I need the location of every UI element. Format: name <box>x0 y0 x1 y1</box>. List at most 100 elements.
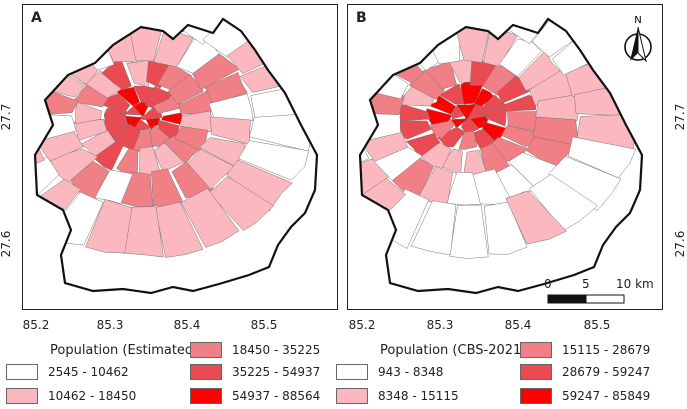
legend-item-a-1: 2545 - 10462 <box>6 364 129 380</box>
map-panel-a: A <box>22 4 338 310</box>
ward-polygon <box>508 19 563 45</box>
ward-polygon <box>75 101 102 125</box>
ward-polygon <box>518 50 565 92</box>
ward-polygon <box>35 156 60 213</box>
ward-polygon <box>85 199 133 254</box>
legend-item-a-4: 35225 - 54937 <box>190 364 320 380</box>
ward-polygon <box>407 19 452 36</box>
x-tick-a-2: 85.3 <box>96 318 124 332</box>
ward-polygon <box>360 115 362 153</box>
ward-polygon <box>93 169 133 205</box>
y-tick-a-1: 27.7 <box>0 103 13 131</box>
ward-polygon <box>392 156 434 199</box>
x-tick-b-1: 85.2 <box>348 318 376 332</box>
y-tick-b-2: 27.6 <box>673 230 687 258</box>
ward-polygon <box>474 88 496 107</box>
ward-polygon <box>116 148 139 175</box>
ward-polygon <box>208 93 254 121</box>
ward-polygon <box>529 174 599 231</box>
legend-swatch <box>190 388 222 404</box>
ward-polygon <box>360 28 386 75</box>
x-tick-b-3: 85.4 <box>504 318 532 332</box>
ward-polygon <box>360 54 371 97</box>
map-panel-b: N B 0 5 10 km <box>347 4 663 310</box>
ward-polygon <box>35 87 39 120</box>
valley-outline-a <box>33 17 319 295</box>
scale-label-10: 10 km <box>616 277 654 291</box>
ward-polygon <box>208 176 275 231</box>
legend-swatch <box>190 364 222 380</box>
ward-polygon <box>153 142 184 173</box>
legend-item-b-3: 15115 - 28679 <box>520 342 650 358</box>
legend-item-a-3: 18450 - 35225 <box>190 342 320 358</box>
legend-title-a: Population (Estimated) <box>50 343 199 358</box>
ward-polygon <box>455 103 479 120</box>
legend-swatch <box>520 388 552 404</box>
ward-polygon <box>180 188 240 248</box>
ward-polygon <box>547 155 622 212</box>
ward-polygon <box>181 19 237 45</box>
ward-polygon <box>399 85 435 107</box>
legend-item-a-2: 10462 - 18450 <box>6 388 136 404</box>
ward-polygon <box>567 136 637 179</box>
legend-item-b-5: 59247 - 85849 <box>520 388 650 404</box>
legend-swatch <box>336 388 368 404</box>
x-tick-a-3: 85.4 <box>173 318 201 332</box>
ward-polygon <box>483 201 528 255</box>
ward-polygon <box>360 83 362 120</box>
ward-polygon <box>498 38 542 77</box>
ward-polygon <box>35 52 44 94</box>
y-tick-b-1: 27.7 <box>673 103 687 131</box>
ward-polygon <box>535 94 580 122</box>
ward-polygon <box>92 137 125 171</box>
panel-label-a: A <box>31 10 42 26</box>
scale-label-0: 0 <box>544 277 552 291</box>
ward-polygon <box>458 130 478 150</box>
ward-polygon <box>405 132 441 158</box>
ward-polygon <box>484 107 507 127</box>
x-tick-a-4: 85.5 <box>250 318 278 332</box>
x-tick-a-1: 85.2 <box>22 318 50 332</box>
ward-polygon <box>471 168 513 205</box>
ward-polygon <box>80 129 116 157</box>
scale-bar <box>547 294 625 304</box>
legend-item-b-2: 8348 - 15115 <box>336 388 459 404</box>
panel-label-b: B <box>356 10 367 26</box>
ward-polygon <box>360 158 390 209</box>
ward-polygon <box>145 85 175 110</box>
legend-swatch <box>6 388 38 404</box>
ward-polygon <box>118 19 161 30</box>
ward-polygon <box>437 126 466 148</box>
ward-polygon <box>427 94 457 115</box>
scale-label-5: 5 <box>582 277 590 291</box>
legend-item-b-4: 28679 - 59247 <box>520 364 650 380</box>
ward-polygon <box>192 53 240 91</box>
legend-item-a-5: 54937 - 88564 <box>190 388 320 404</box>
ward-polygon <box>101 92 131 115</box>
choropleth-map-a <box>33 17 319 295</box>
ward-polygon <box>83 70 121 99</box>
north-arrow-icon: N <box>624 15 652 63</box>
ward-polygon <box>153 30 194 68</box>
north-label: N <box>634 15 641 26</box>
choropleth-map-b: N <box>358 15 652 304</box>
ward-polygon <box>187 149 236 190</box>
ward-polygon <box>446 19 487 26</box>
ward-polygon <box>226 159 293 212</box>
ward-polygon <box>83 19 128 31</box>
legend-title-b: Population (CBS-2021) <box>380 343 527 358</box>
legend-swatch <box>520 364 552 380</box>
ward-polygon <box>42 19 106 44</box>
ward-polygon <box>114 86 141 107</box>
ward-polygon <box>35 115 37 151</box>
legend-swatch <box>190 342 222 358</box>
ward-polygon <box>210 116 251 145</box>
ward-polygon <box>449 204 489 259</box>
ward-polygon <box>35 27 60 75</box>
ward-polygon <box>204 71 248 105</box>
ward-polygon <box>154 201 204 258</box>
valley-outline-b <box>358 17 644 295</box>
x-tick-b-2: 85.3 <box>426 318 454 332</box>
ward-polygon <box>238 140 309 181</box>
